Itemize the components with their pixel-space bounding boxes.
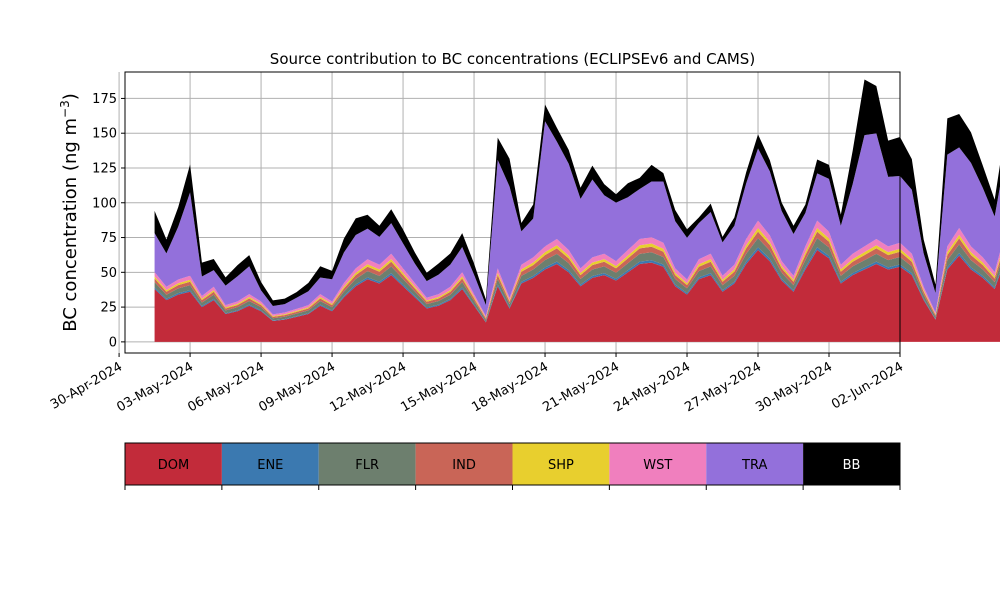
legend-frame: [124, 442, 901, 486]
legend-label-ene: ENE: [257, 458, 283, 473]
y-tick-label: 50: [100, 266, 117, 281]
x-tick-label: 09-May-2024: [256, 359, 338, 415]
y-axis-label-superscript: −3: [58, 100, 72, 118]
y-axis-label-main: BC concentration (ng m: [60, 118, 81, 332]
area-series-dom: [154, 250, 1000, 342]
legend-label-shp: SHP: [548, 458, 574, 473]
y-tick-label: 100: [92, 196, 117, 211]
legend-swatch-bb: [803, 443, 900, 485]
area-series-tra: [154, 121, 1000, 317]
legend-label-ind: IND: [452, 458, 476, 473]
legend-label-flr: FLR: [355, 458, 379, 473]
y-tick-label: 0: [109, 335, 117, 350]
x-tick-label: 27-May-2024: [682, 359, 764, 415]
legend-label-dom: DOM: [158, 458, 189, 473]
legend-swatch-ind: [415, 443, 513, 485]
plot-frame: [124, 71, 901, 354]
stacked-areas: [154, 79, 1000, 342]
x-axis-ticks: 30-Apr-202403-May-202406-May-202409-May-…: [48, 353, 906, 415]
legend-colorbar: DOM ENE FLR IND SHP WST TRA BB: [124, 442, 901, 490]
y-tick-label: 125: [92, 161, 117, 176]
legend-swatch-ene: [221, 443, 319, 485]
chart-title: Source contribution to BC concentrations…: [270, 50, 755, 68]
legend-swatch-flr: [318, 443, 416, 485]
y-axis-label: BC concentration (ng m−3): [58, 93, 81, 332]
x-tick-label: 30-Apr-2024: [48, 359, 125, 412]
x-tick-label: 18-May-2024: [469, 359, 551, 415]
x-tick-label: 24-May-2024: [611, 359, 693, 415]
y-tick-label: 25: [100, 301, 117, 316]
legend-swatch-wst: [609, 443, 707, 485]
legend-swatch-dom: [125, 443, 222, 485]
y-axis-ticks: 0 25 50 75 100 125 150 175: [92, 92, 125, 350]
x-tick-label: 02-Jun-2024: [829, 359, 906, 412]
legend-label-bb: BB: [843, 458, 861, 473]
y-tick-label: 175: [92, 92, 117, 107]
x-tick-label: 30-May-2024: [753, 359, 835, 415]
x-tick-label: 12-May-2024: [327, 359, 409, 415]
legend-label-wst: WST: [643, 458, 672, 473]
area-series-flr: [154, 238, 1000, 322]
y-axis-label-close: ): [60, 93, 81, 100]
x-tick-label: 21-May-2024: [540, 359, 622, 415]
legend-label-tra: TRA: [741, 458, 767, 473]
y-tick-label: 150: [92, 127, 117, 142]
legend-swatch-tra: [706, 443, 804, 485]
y-tick-label: 75: [100, 231, 117, 246]
legend-swatch-shp: [512, 443, 610, 485]
x-tick-label: 03-May-2024: [114, 359, 196, 415]
x-tick-label: 15-May-2024: [398, 359, 480, 415]
x-tick-label: 06-May-2024: [185, 359, 267, 415]
